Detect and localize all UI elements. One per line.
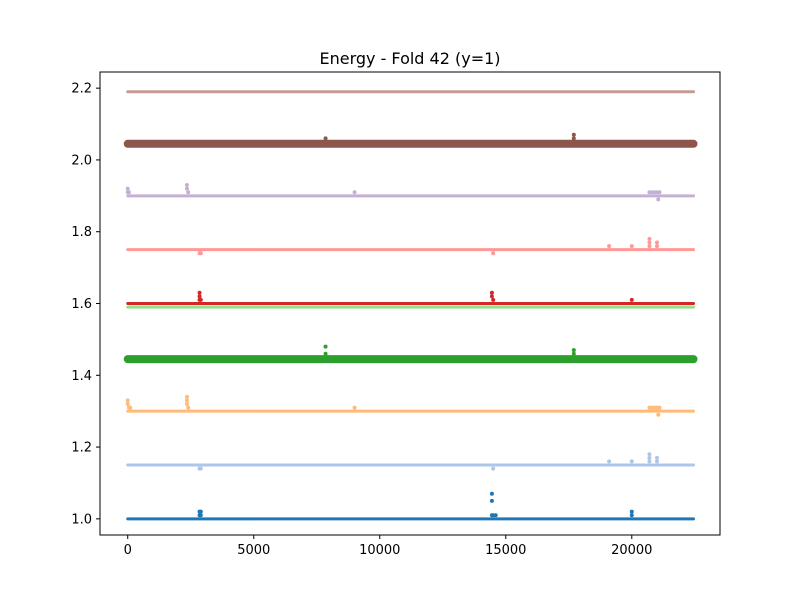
series-6-point-3 xyxy=(607,244,612,249)
series-6-point-5 xyxy=(647,236,652,241)
series-1-point-8 xyxy=(654,455,659,460)
series-6-point-6 xyxy=(647,240,652,245)
series-0-point-8 xyxy=(493,513,498,518)
series-6-point-7 xyxy=(647,244,652,249)
series-2-point-6 xyxy=(184,401,189,406)
series-layer xyxy=(123,90,698,521)
series-3-point-2 xyxy=(571,348,576,353)
x-tick-label-1: 5000 xyxy=(237,543,270,558)
series-0-point-5 xyxy=(489,498,494,503)
series-6-point-9 xyxy=(654,244,659,249)
series-2-point-13 xyxy=(657,405,662,410)
x-tick-label-0: 0 xyxy=(124,543,132,558)
series-2-point-14 xyxy=(656,412,661,417)
series-5-point-5 xyxy=(489,294,494,299)
series-2 xyxy=(125,394,696,417)
series-2-point-5 xyxy=(184,398,189,403)
series-5-point-6 xyxy=(491,297,496,302)
x-tick-label-4: 20000 xyxy=(611,543,652,558)
series-1-point-5 xyxy=(647,452,652,457)
series-0-point-9 xyxy=(629,509,634,514)
series-8-point-2 xyxy=(571,136,576,141)
y-tick-label-1: 1.2 xyxy=(71,441,92,456)
series-5 xyxy=(126,290,696,305)
series-3-point-0 xyxy=(323,344,328,349)
y-tick-label-3: 1.6 xyxy=(71,297,92,312)
series-5-point-0 xyxy=(197,290,202,295)
series-0 xyxy=(126,491,696,521)
series-2-point-4 xyxy=(184,394,189,399)
series-7-point-12 xyxy=(656,197,661,202)
y-tick-label-5: 2.0 xyxy=(71,153,92,168)
series-7-point-3 xyxy=(184,183,189,188)
series-8-point-1 xyxy=(571,132,576,137)
series-5-point-7 xyxy=(629,297,634,302)
series-6-point-1 xyxy=(198,251,203,256)
y-tick-label-4: 1.8 xyxy=(71,225,92,240)
series-2-point-1 xyxy=(125,401,130,406)
series-8-point-0 xyxy=(323,136,328,141)
series-6 xyxy=(126,236,696,256)
series-2-point-0 xyxy=(125,398,130,403)
series-7-point-5 xyxy=(186,190,191,195)
axes-layer: 0 5000 10000 15000 20000 1.0 1.2 1.4 1.6 1.8 2.0 2.… xyxy=(71,71,721,558)
series-7-point-11 xyxy=(657,190,662,195)
x-tick-label-3: 15000 xyxy=(485,543,526,558)
x-tick-label-2: 10000 xyxy=(359,543,400,558)
series-1-point-9 xyxy=(654,459,659,464)
series-1-point-1 xyxy=(198,466,203,471)
series-1-point-2 xyxy=(491,466,496,471)
series-7 xyxy=(125,183,696,202)
y-tick-label-0: 1.0 xyxy=(71,512,92,527)
series-3-point-3 xyxy=(571,351,576,356)
y-tick-label-2: 1.4 xyxy=(71,369,92,384)
series-6-point-8 xyxy=(654,240,659,245)
series-1-point-3 xyxy=(607,459,612,464)
series-1-point-7 xyxy=(647,459,652,464)
series-0-point-10 xyxy=(629,513,634,518)
series-6-point-4 xyxy=(629,244,634,249)
series-1-point-4 xyxy=(629,459,634,464)
series-2-point-7 xyxy=(186,405,191,410)
series-3-point-1 xyxy=(323,351,328,356)
series-7-point-4 xyxy=(184,186,189,191)
series-0-point-3 xyxy=(198,513,203,518)
series-1 xyxy=(126,452,696,471)
series-7-point-0 xyxy=(125,186,130,191)
series-8 xyxy=(123,132,698,148)
series-5-point-1 xyxy=(197,294,202,299)
series-2-point-3 xyxy=(128,405,133,410)
series-2-point-8 xyxy=(352,405,357,410)
chart-title: Energy - Fold 42 (y=1) xyxy=(319,49,500,68)
series-3 xyxy=(123,344,698,364)
series-0-point-2 xyxy=(198,509,203,514)
series-5-point-4 xyxy=(489,290,494,295)
series-0-point-4 xyxy=(489,491,494,496)
series-7-point-6 xyxy=(352,190,357,195)
series-6-point-2 xyxy=(491,251,496,256)
y-tick-label-6: 2.2 xyxy=(71,82,92,97)
series-5-point-3 xyxy=(198,297,203,302)
series-7-point-2 xyxy=(126,190,131,195)
series-1-point-6 xyxy=(647,455,652,460)
